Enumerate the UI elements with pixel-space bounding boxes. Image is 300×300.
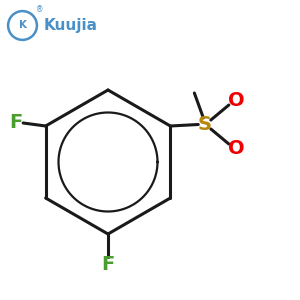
- Text: Kuujia: Kuujia: [44, 18, 98, 33]
- Text: F: F: [9, 113, 22, 133]
- Text: F: F: [101, 255, 115, 274]
- Text: O: O: [228, 91, 245, 110]
- Text: K: K: [19, 20, 26, 31]
- Text: S: S: [198, 115, 212, 134]
- Text: O: O: [228, 139, 245, 158]
- Text: ®: ®: [36, 5, 43, 14]
